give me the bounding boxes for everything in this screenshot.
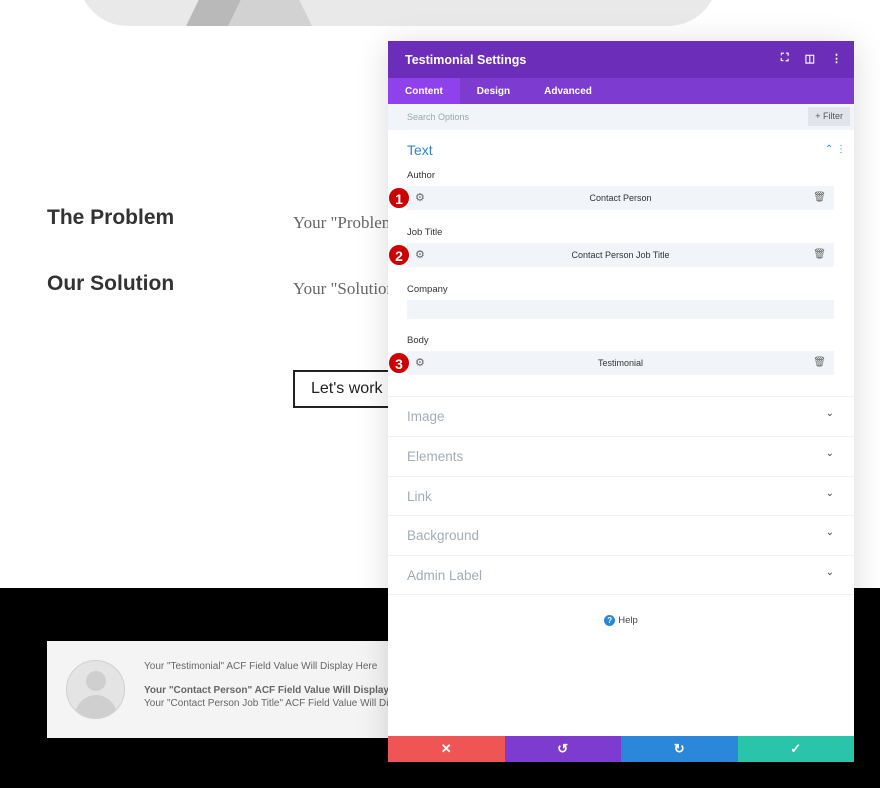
- company-field[interactable]: [407, 300, 834, 319]
- chevron-down-icon: ⌄: [825, 408, 834, 419]
- collapse-icon[interactable]: ⌃ ⋮: [824, 144, 846, 155]
- job-title-value: Contact Person Job Title: [571, 250, 670, 260]
- redo-button[interactable]: ↻: [621, 736, 738, 762]
- more-options-icon[interactable]: ⋮: [831, 53, 842, 65]
- annotation-badge: 1: [388, 187, 410, 209]
- chevron-down-icon: ⌄: [825, 567, 834, 578]
- testimonial-body: Your "Testimonial" ACF Field Value Will …: [144, 661, 378, 672]
- chevron-down-icon: ⌄: [825, 448, 834, 459]
- filter-button[interactable]: + Filter: [808, 107, 850, 126]
- annotation-badge: 2: [388, 244, 410, 266]
- panel-header: Testimonial Settings ⛶ ◫ ⋮: [388, 41, 854, 78]
- author-value: Contact Person: [589, 193, 652, 203]
- body-label: Body: [407, 335, 429, 346]
- settings-panel: Testimonial Settings ⛶ ◫ ⋮ Content Design …: [388, 41, 854, 762]
- gear-icon[interactable]: ⚙: [415, 192, 425, 204]
- help-label: Help: [618, 615, 638, 626]
- body-value: Testimonial: [597, 358, 644, 368]
- panel-title: Testimonial Settings: [405, 53, 527, 67]
- undo-button[interactable]: ↺: [504, 736, 621, 762]
- section-link[interactable]: Link ⌄: [388, 476, 854, 516]
- save-button[interactable]: ✓: [737, 736, 854, 762]
- chevron-down-icon: ⌄: [825, 488, 834, 499]
- section-admin-label[interactable]: Admin Label ⌄: [388, 555, 854, 595]
- decor-triangle: [228, 0, 312, 26]
- gear-icon[interactable]: ⚙: [415, 357, 425, 369]
- cta-button[interactable]: Let's work: [293, 370, 403, 408]
- solution-text: Your "Solution: [293, 279, 396, 298]
- testimonial-job-title: Your "Contact Person Job Title" ACF Fiel…: [144, 698, 397, 709]
- job-title-field[interactable]: ⚙ Contact Person Job Title 🗑: [407, 243, 834, 267]
- trash-icon[interactable]: 🗑: [813, 249, 826, 260]
- avatar: [66, 660, 125, 719]
- hero-shape: [78, 0, 718, 26]
- fullscreen-icon[interactable]: ⛶: [780, 52, 789, 64]
- author-field[interactable]: ⚙ Contact Person 🗑: [407, 186, 834, 210]
- help-link[interactable]: ? Help: [388, 615, 854, 626]
- search-placeholder: Search Options: [407, 112, 470, 122]
- filter-label: Filter: [823, 111, 843, 121]
- problem-heading: The Problem: [47, 206, 175, 229]
- body-field[interactable]: ⚙ Testimonial 🗑: [407, 351, 834, 375]
- section-image[interactable]: Image ⌄: [388, 396, 854, 436]
- plus-icon: +: [815, 111, 823, 121]
- search-options-input[interactable]: Search Options + Filter: [388, 104, 854, 130]
- solution-heading: Our Solution: [47, 272, 175, 295]
- tab-content[interactable]: Content: [388, 78, 460, 104]
- discard-button[interactable]: ✕: [388, 736, 505, 762]
- gear-icon[interactable]: ⚙: [415, 249, 425, 261]
- split-view-icon[interactable]: ◫: [804, 53, 815, 65]
- section-background[interactable]: Background ⌄: [388, 515, 854, 555]
- company-label: Company: [407, 284, 448, 295]
- annotation-badge: 3: [388, 352, 410, 374]
- text-section-title[interactable]: Text: [407, 142, 433, 158]
- job-title-label: Job Title: [407, 227, 443, 238]
- section-elements[interactable]: Elements ⌄: [388, 436, 854, 476]
- tab-design[interactable]: Design: [476, 86, 511, 97]
- chevron-down-icon: ⌄: [825, 527, 834, 538]
- tab-advanced[interactable]: Advanced: [544, 86, 592, 97]
- help-icon: ?: [604, 615, 616, 626]
- testimonial-author: Your "Contact Person" ACF Field Value Wi…: [144, 685, 397, 696]
- author-label: Author: [407, 170, 435, 181]
- testimonial-preview: Your "Testimonial" ACF Field Value Will …: [47, 641, 397, 738]
- trash-icon[interactable]: 🗑: [813, 357, 826, 368]
- trash-icon[interactable]: 🗑: [813, 192, 826, 203]
- problem-text: Your "Problem: [293, 213, 396, 232]
